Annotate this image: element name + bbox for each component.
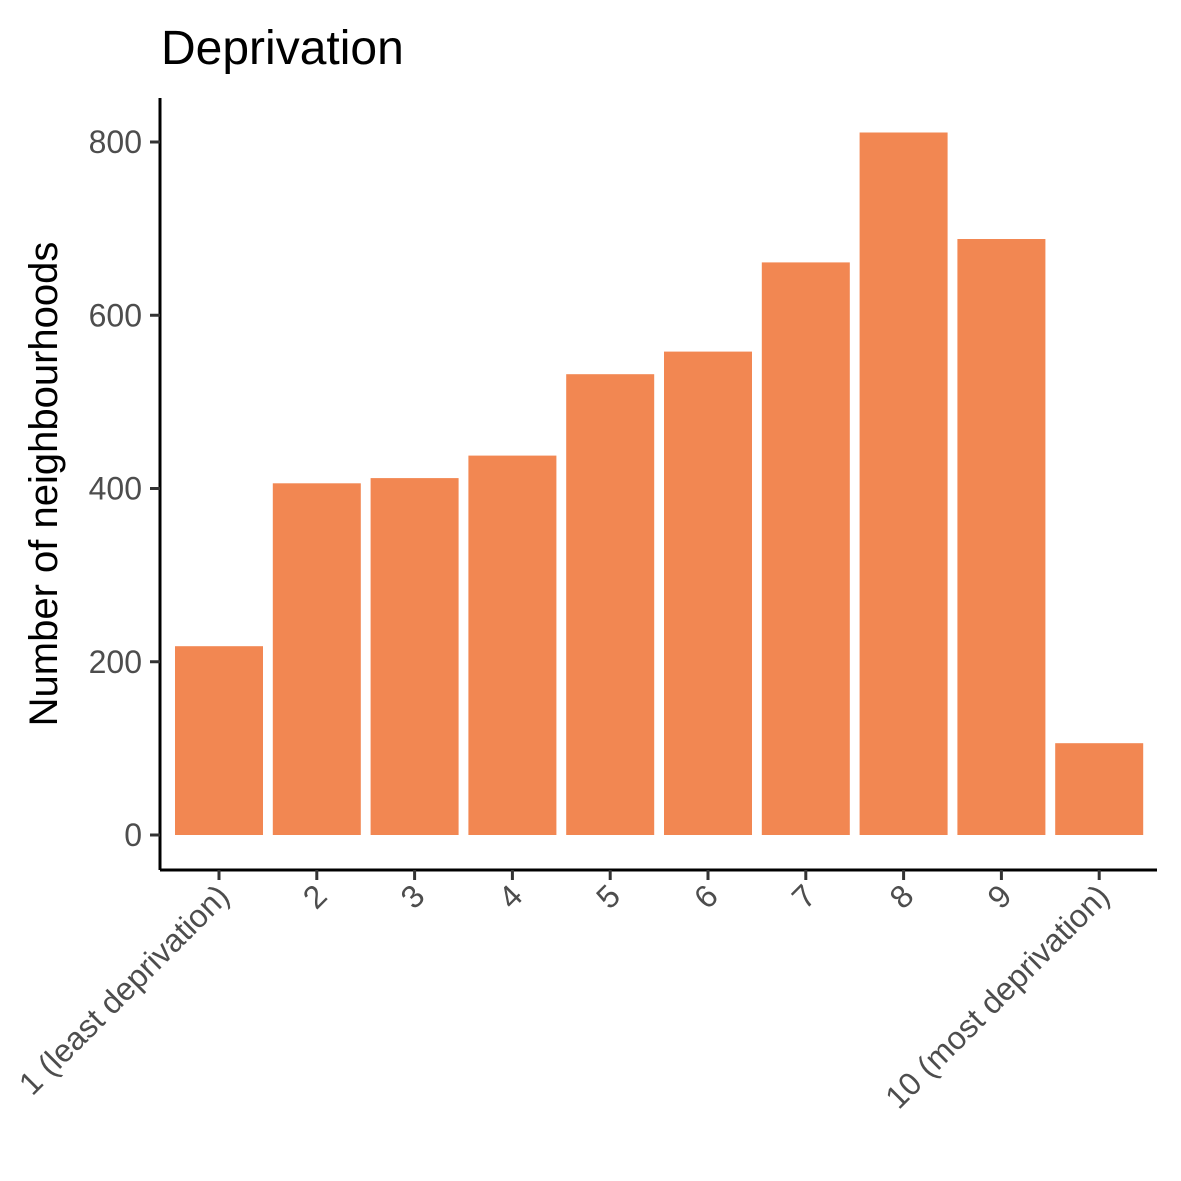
- bars-group: [175, 132, 1144, 835]
- y-tick-label: 0: [124, 817, 142, 853]
- bar-7: [761, 262, 850, 835]
- x-tick-label: 6: [687, 877, 725, 915]
- x-tick-label: 3: [394, 877, 432, 915]
- x-tick-label: 2: [296, 877, 334, 915]
- bar-2: [272, 483, 361, 835]
- x-tick-label: 7: [785, 877, 823, 915]
- x-tick-label: 4: [491, 877, 529, 915]
- y-tick-label: 800: [89, 124, 142, 160]
- y-tick-label: 400: [89, 471, 142, 507]
- y-axis: 0 200 400 600 800: [89, 98, 162, 870]
- x-axis: 1 (least deprivation) 2 3 4 5 6 7 8 910 (most de…: [12, 868, 1157, 1115]
- bar-4: [468, 455, 557, 835]
- y-axis-label: Number of neighbourhoods: [22, 242, 66, 727]
- bar-8: [859, 132, 948, 835]
- bar-9: [957, 239, 1046, 835]
- x-tick-label: 1 (least deprivation): [12, 877, 236, 1101]
- x-tick-label: 5: [589, 877, 627, 915]
- bar-3: [370, 478, 459, 835]
- bar-5: [566, 374, 655, 835]
- y-tick-label: 600: [89, 297, 142, 333]
- bar-6: [664, 351, 752, 835]
- bar-1: [175, 646, 263, 835]
- x-tick-label: 8: [883, 877, 921, 915]
- x-tick-label: 9: [980, 877, 1018, 915]
- bar-10: [1055, 743, 1144, 835]
- y-tick-label: 200: [89, 644, 142, 680]
- x-tick-label: 10 (most deprivation): [878, 877, 1116, 1115]
- chart-title: Deprivation: [161, 22, 404, 75]
